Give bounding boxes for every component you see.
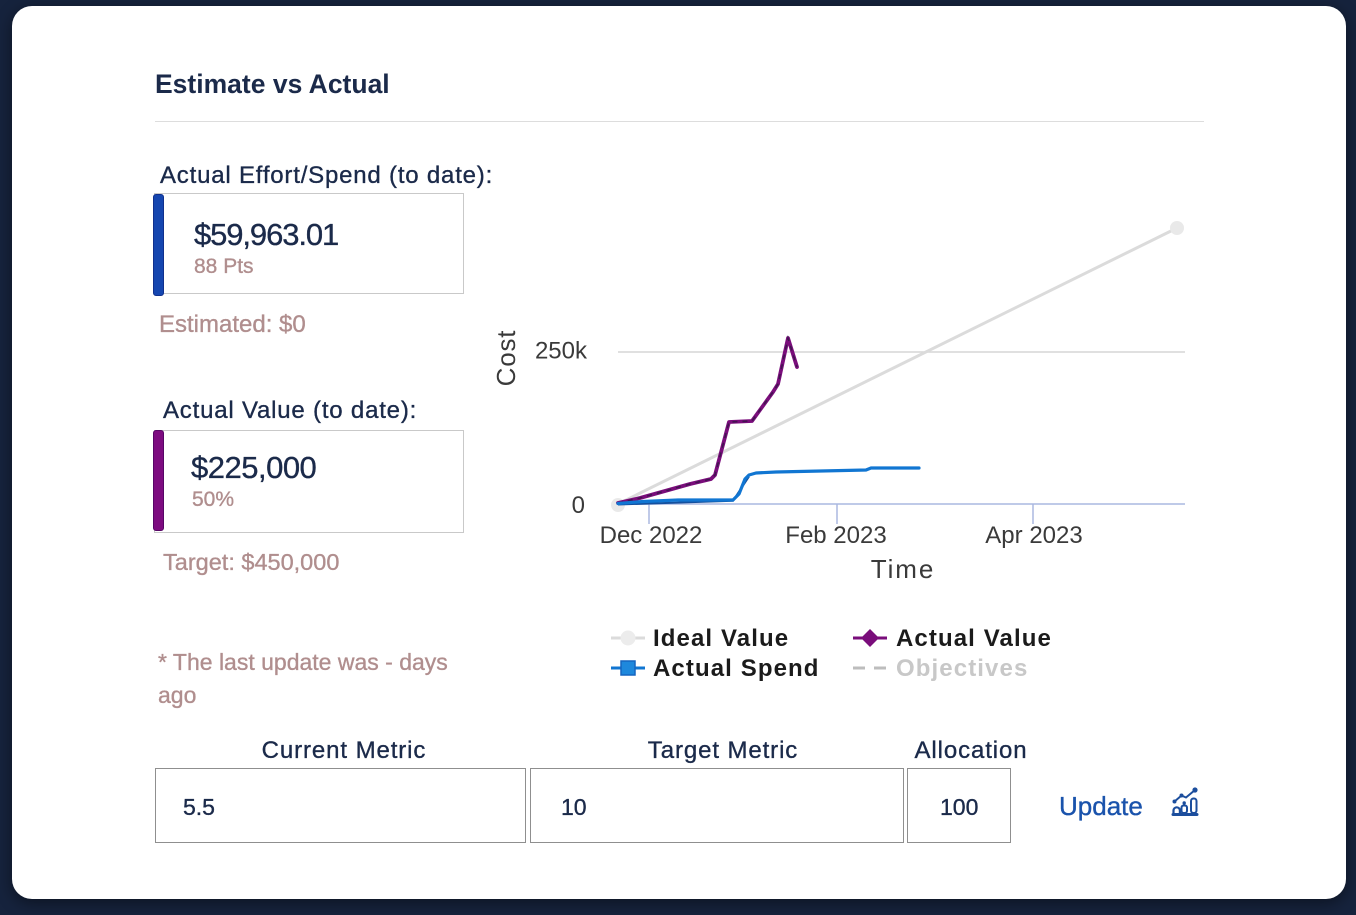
svg-text:Time: Time [871, 554, 935, 584]
svg-text:Cost: Cost [491, 330, 521, 387]
svg-text:Objectives: Objectives [896, 655, 1028, 682]
svg-text:250k: 250k [535, 338, 588, 365]
svg-text:Apr 2023: Apr 2023 [985, 522, 1082, 549]
svg-text:Dec 2022: Dec 2022 [600, 522, 703, 549]
svg-text:Actual Spend: Actual Spend [653, 655, 820, 682]
svg-text:0: 0 [572, 492, 585, 519]
svg-text:Feb 2023: Feb 2023 [785, 522, 886, 549]
svg-text:Ideal Value: Ideal Value [653, 625, 789, 652]
svg-text:Actual Value: Actual Value [896, 625, 1052, 652]
